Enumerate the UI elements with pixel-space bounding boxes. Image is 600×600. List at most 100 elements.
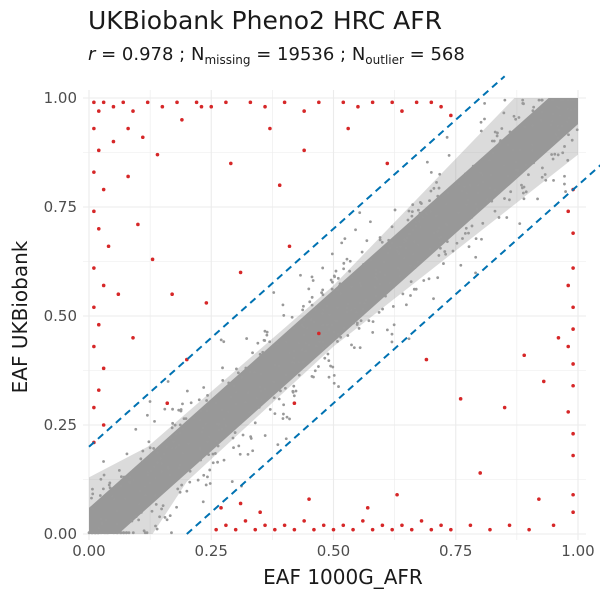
data-point: [102, 473, 106, 477]
data-point: [305, 326, 309, 330]
data-point: [263, 434, 267, 437]
data-point: [550, 98, 554, 102]
data-point: [188, 469, 192, 473]
data-point: [105, 531, 109, 535]
data-point: [502, 111, 506, 115]
data-point: [331, 280, 334, 284]
data-point: [395, 246, 399, 249]
data-point: [201, 426, 205, 430]
outlier-point: [131, 336, 135, 340]
data-point: [158, 515, 162, 519]
x-tick-label: 0.25: [195, 542, 228, 560]
data-point: [102, 460, 105, 463]
reference-line-lower: [186, 164, 600, 535]
data-point: [202, 473, 206, 477]
data-point: [300, 348, 304, 351]
data-point: [444, 252, 448, 256]
data-point: [181, 402, 184, 406]
outlier-point: [92, 126, 96, 131]
data-point: [177, 466, 181, 470]
outlier-point: [331, 527, 336, 532]
data-point: [100, 522, 104, 526]
outlier-point: [194, 100, 199, 105]
data-point: [279, 389, 282, 393]
data-point: [385, 328, 389, 332]
data-point: [481, 221, 485, 225]
outlier-point: [111, 139, 116, 144]
data-point: [552, 141, 556, 145]
subtitle-outlier-text: = 568: [403, 44, 465, 65]
data-point: [307, 287, 311, 291]
data-point: [320, 291, 324, 295]
data-point: [551, 112, 555, 116]
data-point: [101, 487, 105, 491]
data-point: [497, 216, 501, 219]
data-point: [463, 232, 467, 235]
data-point: [198, 446, 202, 450]
data-point: [168, 514, 172, 518]
data-point: [244, 366, 248, 370]
y-tick-label: 0.00: [44, 525, 77, 543]
data-point: [262, 338, 266, 342]
data-point: [536, 197, 539, 201]
outlier-point: [268, 126, 272, 131]
outlier-point: [312, 527, 316, 532]
data-point: [514, 117, 518, 121]
data-point: [566, 158, 570, 162]
data-point: [406, 218, 410, 222]
data-point: [438, 241, 442, 244]
data-point: [342, 326, 346, 330]
outlier-point: [307, 497, 311, 501]
r-symbol: r: [88, 44, 96, 65]
outlier-point: [556, 336, 561, 340]
data-point: [521, 101, 525, 105]
data-point: [272, 396, 276, 400]
data-point: [299, 273, 302, 277]
data-point: [556, 136, 560, 140]
data-point: [503, 197, 506, 200]
outlier-point: [219, 506, 223, 510]
data-point: [469, 183, 472, 187]
data-point: [199, 409, 203, 413]
data-point: [268, 340, 272, 344]
data-point: [353, 307, 356, 310]
data-point: [292, 326, 296, 330]
data-point: [359, 284, 363, 288]
data-point: [369, 258, 373, 262]
data-point: [229, 395, 233, 399]
data-point: [348, 259, 352, 263]
data-point: [107, 483, 111, 487]
data-point: [320, 334, 324, 338]
data-point: [563, 145, 566, 148]
data-point: [483, 117, 486, 121]
data-point: [272, 380, 276, 384]
data-point: [205, 399, 208, 402]
data-point: [522, 197, 526, 201]
outlier-point: [209, 104, 214, 109]
data-point: [360, 250, 364, 254]
data-point: [99, 531, 103, 535]
data-point: [189, 401, 193, 405]
data-point: [216, 444, 220, 448]
data-point: [382, 260, 386, 264]
data-point: [505, 216, 509, 219]
data-point: [374, 275, 377, 279]
data-point: [463, 185, 466, 189]
data-point: [273, 412, 277, 416]
data-point: [447, 153, 451, 157]
data-point: [220, 408, 224, 412]
data-point: [500, 127, 504, 130]
outlier-point: [439, 104, 443, 109]
data-point: [211, 461, 215, 465]
data-point: [544, 178, 548, 182]
data-point: [206, 393, 209, 397]
data-point: [171, 421, 175, 425]
data-point: [302, 325, 305, 329]
data-point: [432, 186, 436, 190]
data-point: [436, 276, 440, 280]
data-point: [437, 254, 441, 257]
data-point: [328, 313, 331, 317]
x-tick-label: 1.00: [561, 542, 594, 560]
data-point: [128, 480, 131, 483]
data-point: [281, 417, 285, 420]
